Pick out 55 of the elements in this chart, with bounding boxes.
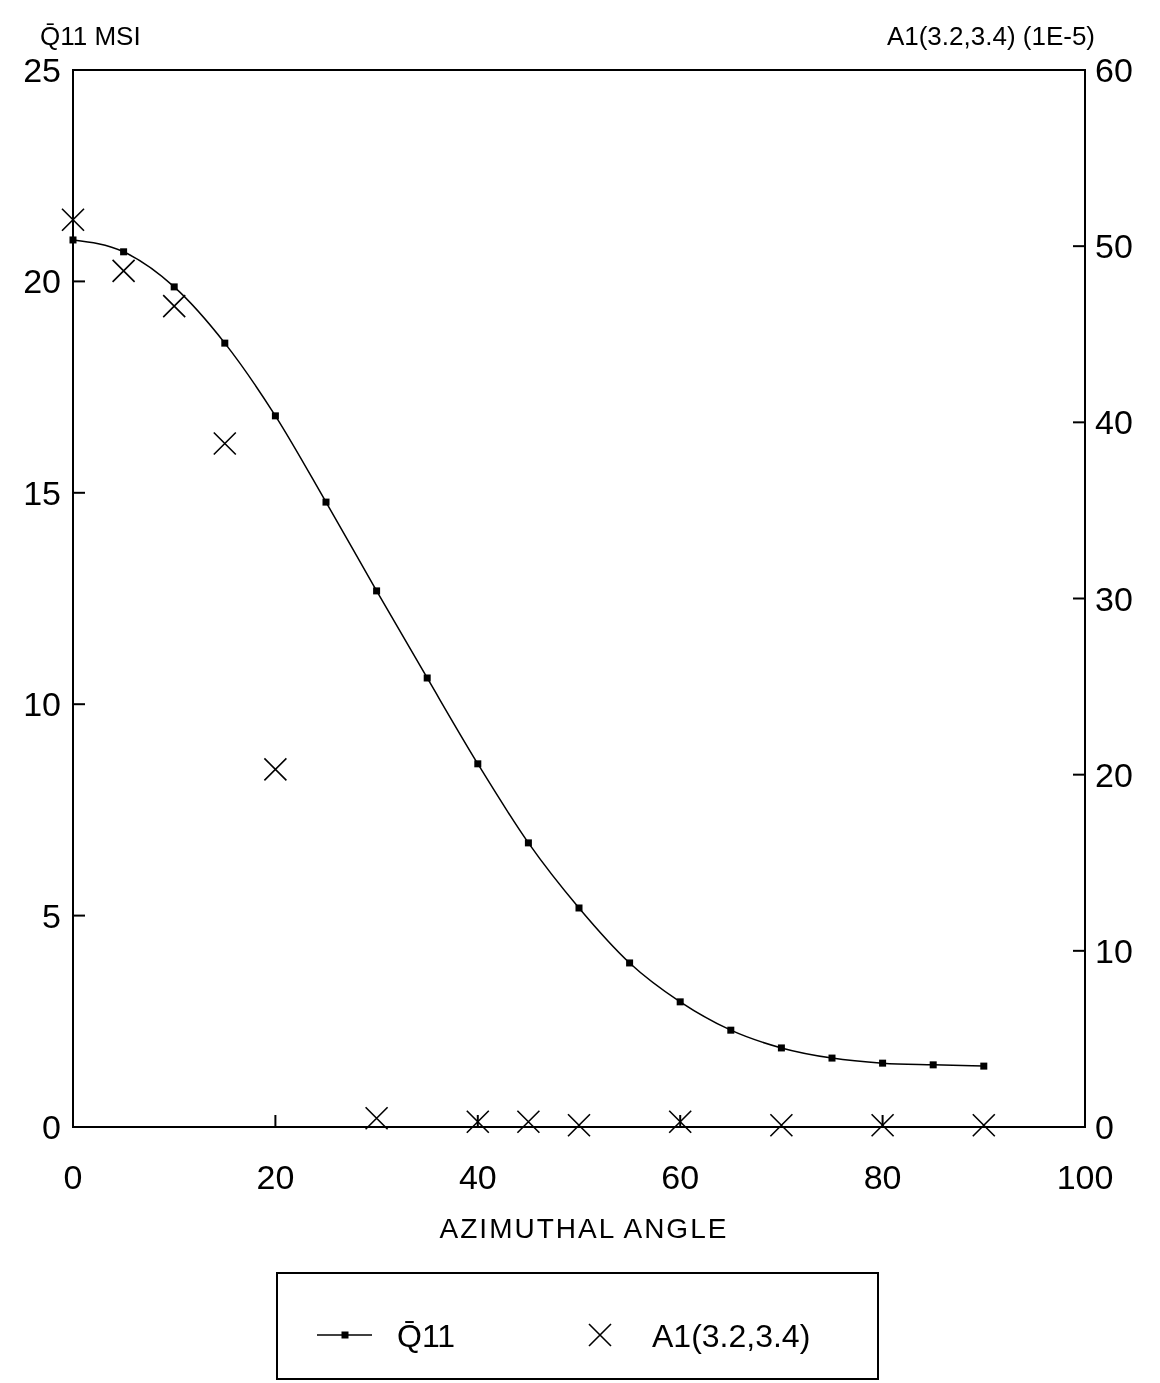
point: [870, 1113, 895, 1138]
point: [516, 1109, 541, 1134]
x-tick-label: 60: [661, 1158, 700, 1196]
point: [69, 236, 77, 244]
point: [676, 998, 684, 1006]
point: [567, 1113, 591, 1138]
y2-axis-title: A1(3.2,3.4) (1E-5): [886, 21, 1095, 51]
point: [120, 248, 128, 256]
point: [626, 959, 634, 967]
point: [828, 1054, 836, 1062]
y2-tick-label: 50: [1095, 227, 1133, 266]
point: [61, 207, 85, 232]
y-tick-label: 15: [23, 473, 61, 512]
point: [364, 1106, 389, 1130]
legend-label: Q̄11: [397, 1318, 456, 1354]
point: [668, 1109, 692, 1134]
point: [980, 1062, 988, 1070]
y2-tick-label: 60: [1095, 51, 1133, 89]
y2-tick-label: 40: [1095, 403, 1133, 442]
point: [111, 259, 136, 283]
x-axis-title: AZIMUTHAL ANGLE: [439, 1213, 729, 1244]
point: [769, 1113, 794, 1138]
point: [727, 1026, 735, 1034]
x-tick-label: 20: [256, 1158, 295, 1196]
point: [524, 839, 532, 847]
point: [162, 294, 186, 318]
point: [271, 412, 279, 420]
point: [972, 1113, 996, 1138]
point: [263, 757, 288, 782]
y2-tick-label: 30: [1095, 579, 1133, 618]
y2-tick-label: 20: [1095, 755, 1133, 794]
point: [423, 674, 431, 682]
y2-tick-label: 10: [1095, 931, 1133, 970]
point: [213, 431, 237, 456]
point: [879, 1059, 887, 1067]
point: [322, 498, 330, 506]
y-tick-label: 5: [42, 896, 61, 935]
point: [466, 1109, 490, 1134]
point: [777, 1044, 785, 1052]
y-tick-label: 25: [23, 51, 61, 89]
point: [221, 339, 229, 347]
y2-tick-label: 0: [1095, 1108, 1114, 1146]
y-tick-label: 0: [42, 1108, 61, 1146]
x-tick-label: 100: [1056, 1158, 1114, 1196]
point: [575, 904, 583, 912]
y-tick-label: 20: [23, 262, 61, 301]
point: [373, 587, 381, 595]
x-tick-label: 40: [458, 1158, 497, 1196]
point: [474, 760, 482, 768]
x-tick-label: 80: [863, 1158, 902, 1196]
y-tick-label: 10: [23, 685, 61, 724]
point: [929, 1061, 937, 1069]
y-axis-title: Q̄11 MSI: [40, 21, 141, 51]
point: [170, 283, 178, 291]
legend-label: A1(3.2,3.4): [652, 1318, 811, 1354]
